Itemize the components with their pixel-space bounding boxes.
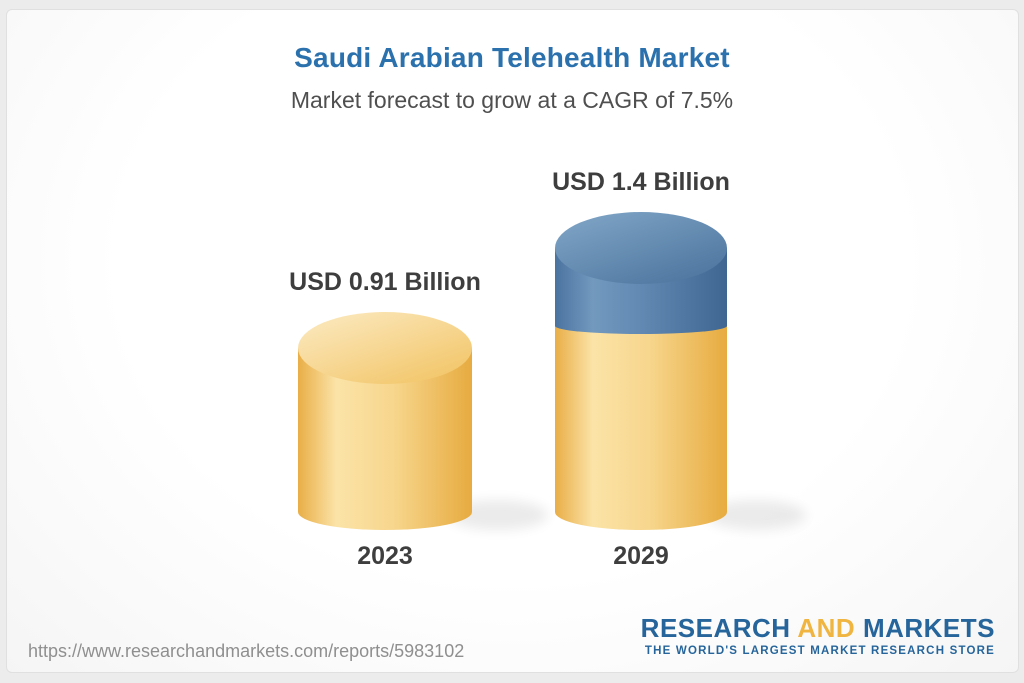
- bar-2023-top-cap: [298, 312, 472, 384]
- year-label-2023: 2023: [357, 542, 413, 570]
- page-subtitle: Market forecast to grow at a CAGR of 7.5…: [290, 87, 734, 113]
- bar-2023-body: [298, 348, 472, 530]
- brand-wordmark: RESEARCH AND MARKETS: [641, 614, 995, 643]
- value-label-2029: USD 1.4 Billion: [552, 168, 730, 196]
- chart-card: [6, 9, 1019, 673]
- bar-2023-cylinder: [298, 312, 472, 530]
- bar-2029-cylinder: [555, 212, 727, 530]
- year-label-2029: 2029: [613, 542, 669, 570]
- bar-2029-shadow: [706, 500, 806, 530]
- brand-tagline: THE WORLD'S LARGEST MARKET RESEARCH STOR…: [644, 644, 995, 657]
- bar-2023-shadow: [448, 500, 548, 530]
- page-title: Saudi Arabian Telehealth Market: [294, 42, 730, 73]
- brand-word-markets: MARKETS: [862, 613, 995, 643]
- brand-word-and: AND: [797, 613, 856, 643]
- brand-logo: RESEARCH AND MARKETS THE WORLD'S LARGEST…: [641, 614, 995, 657]
- bar-2029-top-cap: [555, 212, 727, 284]
- brand-word-research: RESEARCH: [640, 613, 791, 643]
- value-label-2023: USD 0.91 Billion: [289, 268, 481, 296]
- source-url[interactable]: https://www.researchandmarkets.com/repor…: [28, 641, 465, 661]
- bar-2029-base-segment: [555, 326, 727, 530]
